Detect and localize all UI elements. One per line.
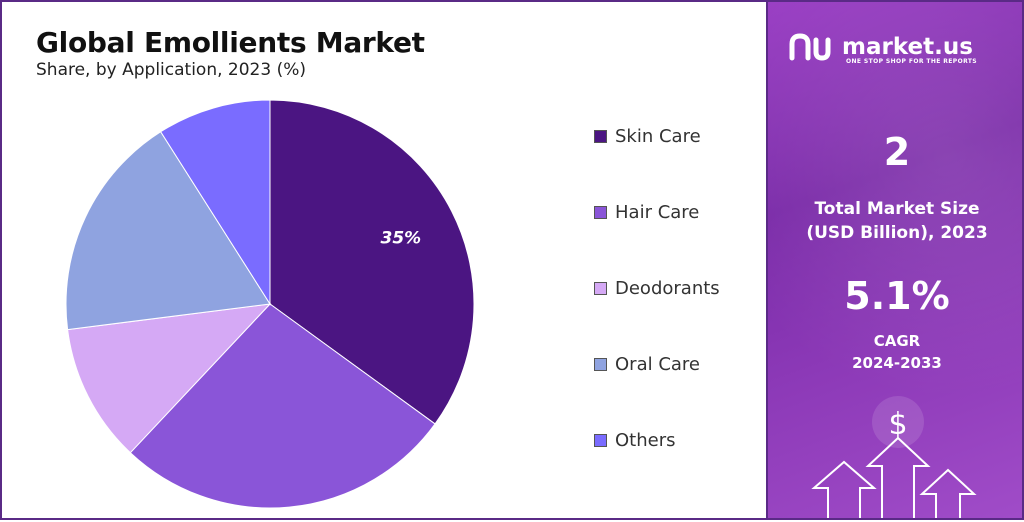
cagr-label-line2: 2024-2033 [852,354,942,372]
dollar-icon: $ [888,407,907,442]
legend-item-skin-care: Skin Care [594,124,701,148]
legend-item-others: Others [594,428,676,452]
market-size-label-line2: (USD Billion), 2023 [806,223,988,243]
legend-label: Oral Care [615,353,700,375]
legend-label: Others [615,429,676,451]
up-arrow-icon [919,468,977,518]
panel-background-overlay [768,2,1022,518]
legend-swatch [594,357,607,371]
market-size-label-line1: Total Market Size [814,199,980,219]
legend-item-hair-care: Hair Care [594,200,699,224]
pie-slice-hair-care [129,303,436,509]
legend-swatch [594,205,607,219]
pie-slice-deodorants [67,303,272,454]
legend-swatch [594,129,607,143]
legend-label: Deodorants [615,277,720,299]
cagr-value: 5.1% [844,274,950,318]
summary-panel: market.us ONE STOP SHOP FOR THE REPORTS … [766,0,1024,520]
brand-tagline: ONE STOP SHOP FOR THE REPORTS [846,58,978,65]
slice-data-label: 35% [381,228,422,248]
market-us-logo-icon [789,33,831,61]
legend-label: Hair Care [615,201,700,223]
pie-slice-others [160,99,271,306]
chart-subtitle: Share, by Application, 2023 (%) [36,60,306,80]
pie-slice-oral-care [65,131,271,331]
brand-logo: market.us [788,32,973,62]
brand-name: market.us [842,34,973,60]
legend-label: Skin Care [615,125,701,147]
legend-swatch [594,281,607,295]
pie-chart: 35% [65,99,475,509]
growth-arrows-illustration: $ [811,396,977,518]
up-arrow-icon [811,460,877,518]
up-arrow-icon [865,436,931,518]
pie-slice-skin-care [269,99,475,425]
cagr-label-line1: CAGR [873,332,921,350]
legend-swatch [594,433,607,447]
legend-item-oral-care: Oral Care [594,352,700,376]
chart-panel: Global Emollients Market Share, by Appli… [0,0,766,520]
chart-title: Global Emollients Market [36,26,425,59]
market-size-value: 2 [883,130,911,174]
legend-item-deodorants: Deodorants [594,276,720,300]
